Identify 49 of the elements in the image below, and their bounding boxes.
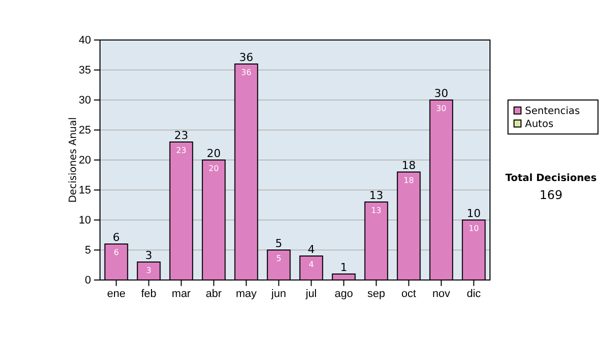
data-label: 36 — [241, 68, 252, 77]
legend-label: Autos — [525, 119, 554, 130]
total-label: 18 — [402, 159, 416, 172]
x-tick-label: sep — [367, 288, 386, 300]
y-tick-label: 30 — [78, 94, 91, 107]
data-label: 13 — [371, 206, 382, 215]
text: 169 — [540, 188, 562, 202]
x-tick-label: may — [236, 288, 258, 300]
data-label: 6 — [114, 248, 119, 257]
data-label: 30 — [436, 104, 446, 113]
total-label: 5 — [275, 237, 282, 250]
data-label: 18 — [404, 176, 414, 185]
data-label: 10 — [468, 224, 479, 233]
data-label: 4 — [308, 260, 314, 269]
data-label: 5 — [276, 254, 282, 263]
total-label: 13 — [369, 189, 384, 202]
y-tick-label: 5 — [84, 244, 91, 257]
x-tick-label: abr — [206, 288, 222, 300]
y-tick-label: 35 — [78, 64, 91, 77]
total-label: 3 — [145, 249, 152, 262]
data-label: 20 — [208, 164, 219, 173]
total-label: 36 — [239, 51, 254, 64]
y-tick-label: 15 — [78, 184, 91, 197]
x-tick-label: jun — [270, 288, 286, 300]
x-tick-label: dic — [466, 288, 482, 300]
total-label: 4 — [308, 243, 315, 256]
legend-label: Sentencias — [525, 106, 580, 117]
y-tick-label: 40 — [78, 34, 91, 47]
total-label: 30 — [434, 87, 448, 100]
total-label: 6 — [112, 231, 120, 244]
x-tick-label: mar — [172, 288, 192, 300]
total-label: 1 — [340, 261, 348, 274]
x-tick-label: nov — [432, 288, 451, 300]
text: Total Decisiones — [505, 173, 597, 184]
data-label: 3 — [146, 266, 152, 275]
y-tick-label: 25 — [78, 124, 91, 137]
x-tick-label: feb — [141, 288, 156, 300]
total-label: 10 — [466, 207, 481, 220]
x-tick-label: jul — [304, 288, 317, 300]
y-tick-label: 20 — [78, 154, 91, 167]
data-label: 23 — [176, 146, 186, 155]
total-label: 23 — [174, 129, 188, 142]
y-axis-title: Decisiones Anual — [68, 117, 79, 203]
x-tick-label: oct — [401, 288, 416, 300]
y-tick-label: 0 — [84, 274, 91, 287]
y-tick-label: 10 — [78, 214, 91, 227]
total-label: 20 — [206, 147, 221, 160]
x-tick-label: ago — [334, 288, 353, 300]
x-tick-label: ene — [107, 288, 126, 300]
